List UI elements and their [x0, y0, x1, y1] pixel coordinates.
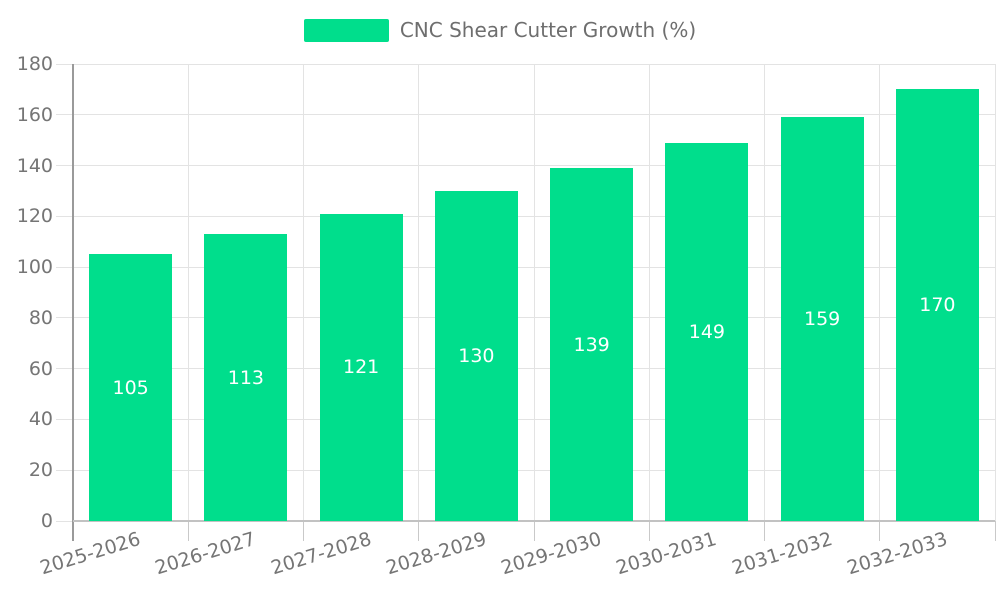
gridline-h	[56, 418, 995, 420]
bar-value-label: 121	[342, 356, 380, 379]
gridline-v	[648, 64, 650, 521]
y-axis-line	[72, 64, 74, 541]
gridline-h	[56, 165, 995, 167]
bar-2028-2029[interactable]: 130	[434, 190, 518, 521]
y-tick-label: 20	[28, 459, 53, 482]
bar-2029-2030[interactable]: 139	[550, 168, 634, 521]
bar-2026-2027[interactable]: 113	[204, 234, 288, 521]
y-tick-label: 60	[28, 357, 53, 380]
y-tick-zero	[56, 520, 73, 522]
gridline-v	[533, 64, 535, 521]
gridline-h	[56, 266, 995, 268]
x-tick-label: 2031-2032	[729, 528, 835, 580]
bar-value-label: 149	[688, 320, 725, 343]
y-tick-label: 120	[16, 205, 53, 228]
gridline-v	[879, 64, 881, 521]
x-tick	[879, 521, 881, 541]
bar-value-label: 170	[919, 294, 956, 317]
gridline-v	[303, 64, 304, 521]
gridline-h	[56, 469, 995, 471]
x-tick-label: 2029-2030	[498, 528, 605, 580]
legend-label: CNC Shear Cutter Growth (%)	[399, 18, 697, 42]
gridline-v	[994, 64, 996, 521]
gridline-h	[56, 63, 995, 65]
y-tick-label: 100	[16, 256, 53, 279]
x-tick	[648, 521, 650, 541]
x-tick-label: 2026-2027	[152, 528, 259, 580]
x-tick	[187, 521, 189, 541]
bar-2027-2028[interactable]: 121	[319, 213, 403, 521]
x-tick	[764, 521, 765, 541]
legend-item[interactable]: CNC Shear Cutter Growth (%)	[303, 18, 697, 42]
bar-value-label: 105	[112, 376, 149, 399]
gridline-h	[56, 317, 995, 319]
y-tick-label: 140	[16, 154, 53, 177]
x-tick	[418, 521, 420, 541]
bar-2025-2026[interactable]: 105	[89, 254, 173, 521]
x-tick	[533, 521, 535, 541]
x-tick-label: 2032-2033	[844, 528, 950, 580]
bar-value-label: 113	[227, 366, 264, 389]
x-tick	[303, 521, 304, 541]
gridline-v	[418, 64, 420, 521]
y-tick-label: 180	[16, 53, 53, 75]
bar-value-label: 159	[803, 308, 841, 331]
x-tick	[994, 521, 996, 541]
legend: CNC Shear Cutter Growth (%)	[0, 18, 1000, 42]
bar-2030-2031[interactable]: 149	[665, 142, 749, 521]
gridline-h	[56, 114, 995, 116]
bar-2031-2032[interactable]: 159	[780, 117, 864, 521]
legend-swatch	[303, 18, 389, 42]
gridline-h	[56, 215, 995, 217]
gridline-h	[56, 368, 995, 370]
x-tick-label: 2027-2028	[268, 528, 374, 580]
y-tick-label: 160	[16, 103, 53, 126]
x-tick-label: 2028-2029	[383, 528, 489, 580]
y-tick-label: 40	[28, 408, 53, 431]
gridline-v	[187, 64, 189, 521]
bar-value-label: 130	[458, 344, 495, 367]
gridline-v	[764, 64, 765, 521]
y-tick-label: 80	[28, 306, 53, 329]
bar-value-label: 139	[573, 333, 610, 356]
x-tick-label: 2025-2026	[37, 528, 144, 580]
x-axis-line	[73, 520, 995, 522]
x-tick-label: 2030-2031	[613, 528, 720, 580]
bar-2032-2033[interactable]: 170	[895, 89, 979, 521]
y-tick-label: 0	[40, 510, 53, 532]
